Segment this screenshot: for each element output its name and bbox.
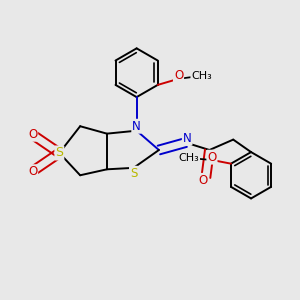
Text: N: N <box>183 132 191 145</box>
Text: CH₃: CH₃ <box>178 153 199 163</box>
Text: O: O <box>198 174 208 187</box>
Text: O: O <box>174 70 183 83</box>
Text: S: S <box>55 146 63 160</box>
Text: O: O <box>28 165 37 178</box>
Text: CH₃: CH₃ <box>191 71 212 81</box>
Text: O: O <box>207 151 217 164</box>
Text: N: N <box>132 120 141 133</box>
Text: S: S <box>130 167 137 180</box>
Text: O: O <box>28 128 37 141</box>
